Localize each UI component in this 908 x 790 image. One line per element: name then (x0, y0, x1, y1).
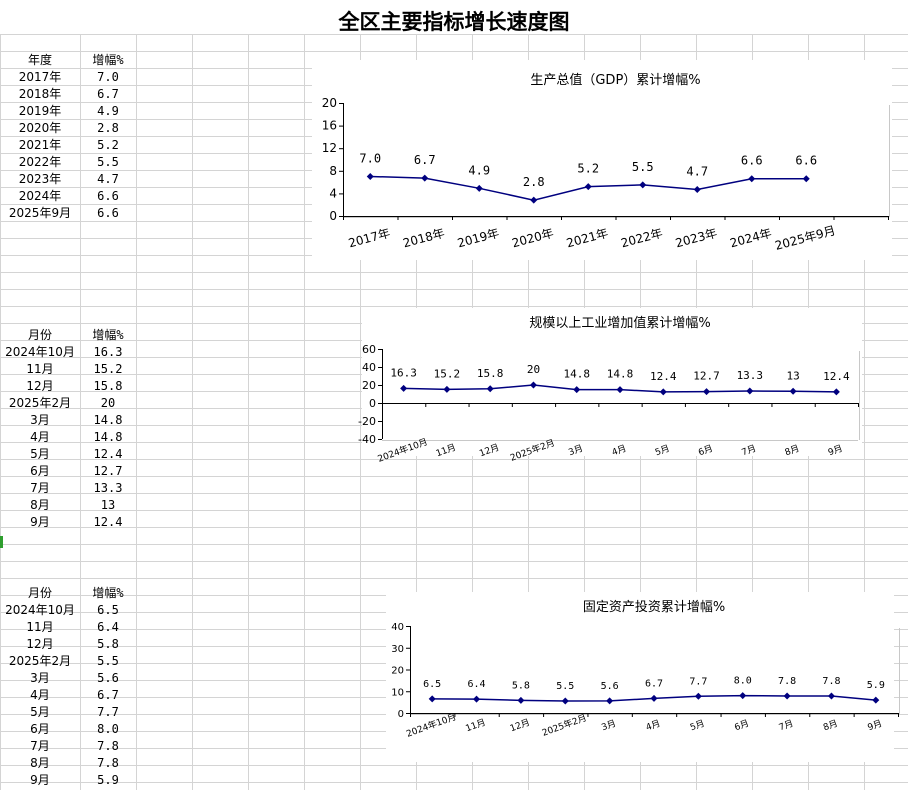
table2-growth-cell[interactable]: 13 (100, 498, 116, 512)
table3-period-cell[interactable]: 4月 (30, 688, 50, 702)
table2-period-cell[interactable]: 4月 (30, 430, 50, 444)
table2-growth-cell[interactable]: 15.2 (93, 362, 123, 376)
table1-header-growth[interactable]: 增幅% (92, 53, 124, 67)
table2-period-cell[interactable]: 2024年10月 (5, 345, 75, 359)
table1-growth-cell[interactable]: 6.6 (97, 189, 119, 203)
table2-period-cell[interactable]: 11月 (26, 362, 54, 376)
table3-period-cell[interactable]: 9月 (30, 773, 50, 787)
table1-period-cell[interactable]: 2022年 (18, 155, 62, 169)
table1-growth-cell[interactable]: 5.5 (97, 155, 119, 169)
table3-period-cell[interactable]: 2025年2月 (8, 654, 72, 668)
table2-header-growth[interactable]: 增幅% (92, 328, 124, 342)
table3-period-cell[interactable]: 8月 (30, 756, 50, 770)
table2-period-cell[interactable]: 7月 (30, 481, 50, 495)
table3-growth-cell[interactable]: 7.8 (97, 739, 119, 753)
table1-growth-cell[interactable]: 6.6 (97, 206, 119, 220)
table3-growth-cell[interactable]: 8.0 (97, 722, 119, 736)
table1-growth-cell[interactable]: 2.8 (97, 121, 119, 135)
table2-period-cell[interactable]: 8月 (30, 498, 50, 512)
table1-period-cell[interactable]: 2023年 (18, 172, 62, 186)
table2-growth-cell[interactable]: 20 (100, 396, 116, 410)
sheet-title: 全区主要指标增长速度图 (338, 9, 570, 34)
table3-period-cell[interactable]: 6月 (30, 722, 50, 736)
table1-period-cell[interactable]: 2020年 (18, 121, 62, 135)
table1-growth-cell[interactable]: 4.7 (97, 172, 119, 186)
table2-growth-cell[interactable]: 12.4 (93, 515, 123, 529)
table3-growth-cell[interactable]: 7.8 (97, 756, 119, 770)
table2-growth-cell[interactable]: 13.3 (93, 481, 123, 495)
table3-growth-cell[interactable]: 6.7 (97, 688, 119, 702)
table2-period-cell[interactable]: 12月 (26, 379, 54, 393)
table2-growth-cell[interactable]: 14.8 (93, 430, 123, 444)
table3-growth-cell[interactable]: 5.5 (97, 654, 119, 668)
table3-growth-cell[interactable]: 6.4 (97, 620, 119, 634)
table3-growth-cell[interactable]: 7.7 (97, 705, 119, 719)
table1-growth-cell[interactable]: 6.7 (97, 87, 119, 101)
table1-period-cell[interactable]: 2017年 (18, 70, 62, 84)
table2-period-cell[interactable]: 3月 (30, 413, 50, 427)
table3-period-cell[interactable]: 11月 (26, 620, 54, 634)
table1-growth-cell[interactable]: 7.0 (97, 70, 119, 84)
table1-header-period[interactable]: 年度 (27, 53, 52, 67)
table2-header-period[interactable]: 月份 (27, 328, 52, 342)
table2-growth-cell[interactable]: 15.8 (93, 379, 123, 393)
table3-growth-cell[interactable]: 5.9 (97, 773, 119, 787)
table2-period-cell[interactable]: 2025年2月 (8, 396, 72, 410)
table3-period-cell[interactable]: 12月 (26, 637, 54, 651)
table1-period-cell[interactable]: 2019年 (18, 104, 62, 118)
table2-growth-cell[interactable]: 12.7 (93, 464, 123, 478)
table1-period-cell[interactable]: 2021年 (18, 138, 62, 152)
table3-period-cell[interactable]: 5月 (30, 705, 50, 719)
table1-period-cell[interactable]: 2025年9月 (8, 206, 72, 220)
table3-period-cell[interactable]: 7月 (30, 739, 50, 753)
table2-period-cell[interactable]: 5月 (30, 447, 50, 461)
table2-growth-cell[interactable]: 14.8 (93, 413, 123, 427)
table1-period-cell[interactable]: 2018年 (18, 87, 62, 101)
table2-growth-cell[interactable]: 12.4 (93, 447, 123, 461)
table3-period-cell[interactable]: 2024年10月 (5, 603, 75, 617)
table1-growth-cell[interactable]: 5.2 (97, 138, 119, 152)
table3-growth-cell[interactable]: 6.5 (97, 603, 119, 617)
table2-growth-cell[interactable]: 16.3 (93, 345, 123, 359)
table1-period-cell[interactable]: 2024年 (18, 189, 62, 203)
table3-header-period[interactable]: 月份 (27, 586, 52, 600)
table3-period-cell[interactable]: 3月 (30, 671, 50, 685)
table3-growth-cell[interactable]: 5.6 (97, 671, 119, 685)
table3-header-growth[interactable]: 增幅% (92, 586, 124, 600)
table2-period-cell[interactable]: 9月 (30, 515, 50, 529)
table3-growth-cell[interactable]: 5.8 (97, 637, 119, 651)
row-indicator (0, 536, 3, 548)
table1-growth-cell[interactable]: 4.9 (97, 104, 119, 118)
table2-period-cell[interactable]: 6月 (30, 464, 50, 478)
